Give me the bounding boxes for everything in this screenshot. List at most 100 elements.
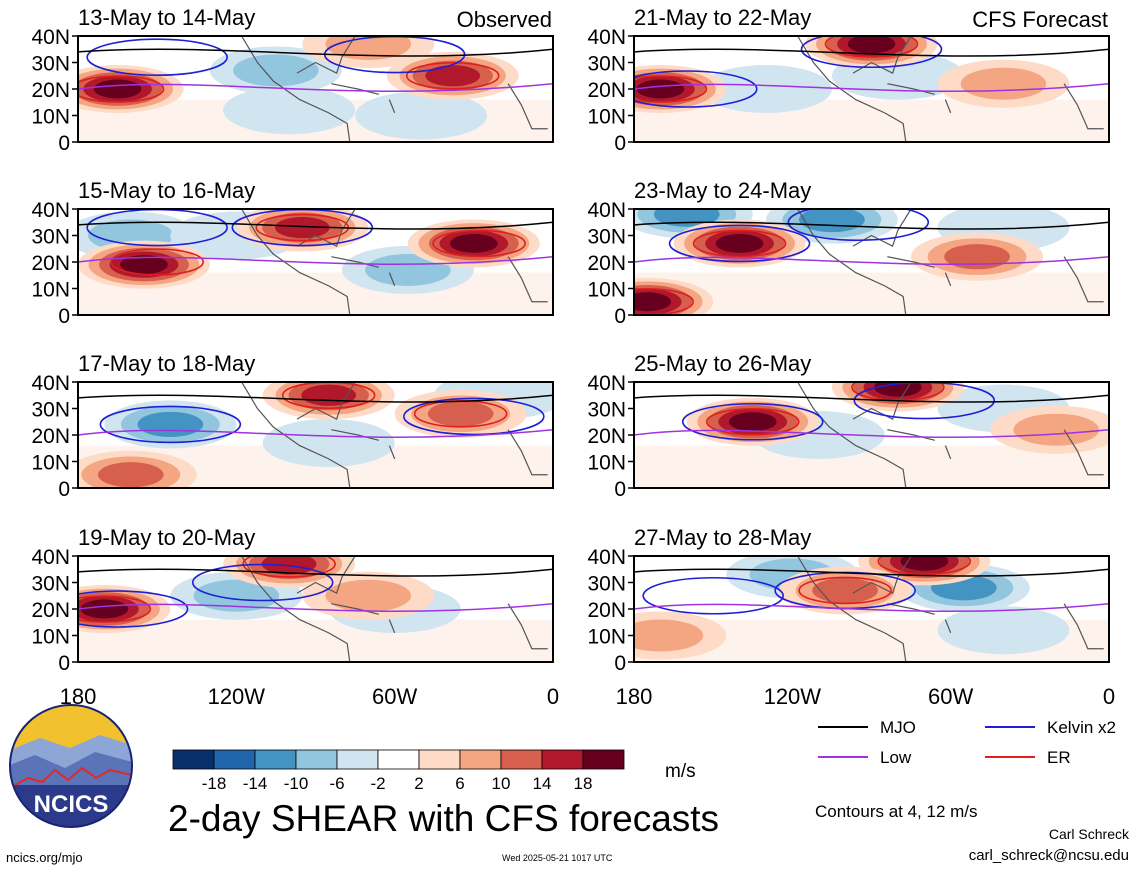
legend-label: ER xyxy=(1047,748,1071,767)
y-tick-label: 0 xyxy=(58,652,70,675)
author-name: Carl Schreck xyxy=(1048,826,1129,842)
er-contour xyxy=(78,75,165,103)
x-tick-label: 120W xyxy=(764,684,822,709)
mjo-contour xyxy=(634,568,1109,577)
x-tick-label: 0 xyxy=(547,684,559,709)
y-tick-label: 30N xyxy=(31,573,70,596)
kelvin-contour xyxy=(78,590,189,628)
y-tick-label: 20N xyxy=(587,79,626,102)
negative-shear-blob xyxy=(137,411,204,437)
positive-shear-blob xyxy=(274,216,330,239)
positive-shear-blob xyxy=(1013,413,1100,446)
author-email[interactable]: carl_schreck@ncsu.edu xyxy=(968,847,1129,864)
x-tick-label: 180 xyxy=(616,684,653,709)
y-tick-label: 30N xyxy=(587,226,626,249)
x-tick-label: 60W xyxy=(928,684,973,709)
coastline xyxy=(797,382,1104,488)
shear-field xyxy=(78,382,553,488)
panel-7: 40N 30N 20N 10N 0 25-May to 26-May xyxy=(587,351,1110,501)
positive-shear-blob xyxy=(634,619,704,652)
y-tick-label: 40N xyxy=(587,372,626,395)
y-tick-label: 20N xyxy=(587,252,626,275)
positive-shear-blob xyxy=(93,79,142,99)
colorbar-label: 10 xyxy=(492,774,511,793)
x-tick-label: 0 xyxy=(1103,684,1115,709)
panel-8: 40N 30N 20N 10N 0 27-May to 28-May xyxy=(587,525,1110,675)
low-contour xyxy=(634,602,1109,613)
y-tick-label: 40N xyxy=(587,199,626,222)
coastline xyxy=(241,382,548,488)
kelvin-contour xyxy=(403,397,545,436)
er-contour xyxy=(798,576,892,605)
y-tick-label: 10N xyxy=(587,452,626,475)
site-link[interactable]: ncics.org/mjo xyxy=(6,850,83,865)
shear-field xyxy=(634,382,1109,488)
logo-ring xyxy=(9,704,133,828)
colorbar-label: 6 xyxy=(455,774,464,793)
panel-period: 27-May to 28-May xyxy=(634,525,811,550)
er-contour xyxy=(432,229,526,258)
y-tick-label: 30N xyxy=(587,399,626,422)
positive-shear-blob xyxy=(450,233,498,253)
y-tick-label: 20N xyxy=(31,599,70,622)
shear-field xyxy=(634,36,1109,142)
er-contour xyxy=(692,229,787,258)
positive-shear-blob xyxy=(120,255,168,275)
y-tick-label: 20N xyxy=(587,425,626,448)
negative-shear-blob xyxy=(355,91,488,140)
coastline xyxy=(241,36,548,142)
kelvin-contour xyxy=(634,70,758,108)
shear-field xyxy=(634,209,1109,315)
coastline xyxy=(797,209,1104,315)
y-tick-label: 30N xyxy=(31,399,70,422)
negative-shear-blob xyxy=(699,65,832,113)
positive-shear-blob xyxy=(715,233,764,253)
y-tick-label: 40N xyxy=(587,26,626,49)
positive-shear-blob xyxy=(728,412,777,432)
y-tick-label: 40N xyxy=(31,372,70,395)
x-axis-labels: 180 120W 60W 0 180 120W 60W 0 xyxy=(60,684,1115,709)
coastline xyxy=(797,556,1104,662)
kelvin-contour xyxy=(787,209,930,242)
low-contour xyxy=(78,428,553,439)
positive-shear-blob xyxy=(80,599,129,619)
contour-legend: MJO Kelvin x2 Low ER xyxy=(818,718,1116,767)
positive-shear-blob xyxy=(847,36,896,54)
kelvin-contour xyxy=(99,405,242,444)
low-contour xyxy=(634,255,1109,266)
legend-label: Low xyxy=(880,748,912,767)
panel-4: 40N 30N 20N 10N 0 19-May to 20-May xyxy=(31,525,554,675)
y-tick-label: 20N xyxy=(31,252,70,275)
colorbar-swatch xyxy=(213,749,256,770)
panel-period: 25-May to 26-May xyxy=(634,351,811,376)
colorbar-label: 2 xyxy=(414,774,423,793)
colorbar-swatch xyxy=(377,749,420,770)
positive-shear-blob xyxy=(634,292,672,312)
colorbar: -18 -14 -10 -6 -2 2 6 10 14 18 xyxy=(172,749,625,793)
timestamp: Wed 2025-05-21 1017 UTC xyxy=(502,853,613,863)
legend-label: Kelvin x2 xyxy=(1047,718,1116,737)
y-tick-label: 0 xyxy=(58,132,70,155)
y-tick-label: 20N xyxy=(31,79,70,102)
positive-shear-blob xyxy=(812,577,878,604)
legend-label: MJO xyxy=(880,718,916,737)
panel-1: 40N 30N 20N 10N 0 13-May to 14-May Observed xyxy=(31,5,554,155)
colorbar-swatch xyxy=(500,749,543,770)
panel-3: 40N 30N 20N 10N 0 17-May to 18-May xyxy=(31,351,554,501)
logo-line xyxy=(10,766,132,789)
positive-shear-blob xyxy=(636,79,685,99)
logo-text: NCICS xyxy=(34,791,109,818)
low-contour xyxy=(78,602,553,613)
contours-note: Contours at 4, 12 m/s xyxy=(815,802,978,821)
colorbar-label: 14 xyxy=(533,774,552,793)
ncics-logo: NCICS xyxy=(9,704,133,828)
er-contour xyxy=(634,75,708,103)
y-tick-label: 10N xyxy=(31,452,70,475)
positive-shear-blob xyxy=(427,401,494,427)
kelvin-contour xyxy=(681,402,824,441)
x-tick-label: 60W xyxy=(372,684,417,709)
y-tick-label: 30N xyxy=(587,53,626,76)
y-tick-label: 10N xyxy=(587,106,626,129)
